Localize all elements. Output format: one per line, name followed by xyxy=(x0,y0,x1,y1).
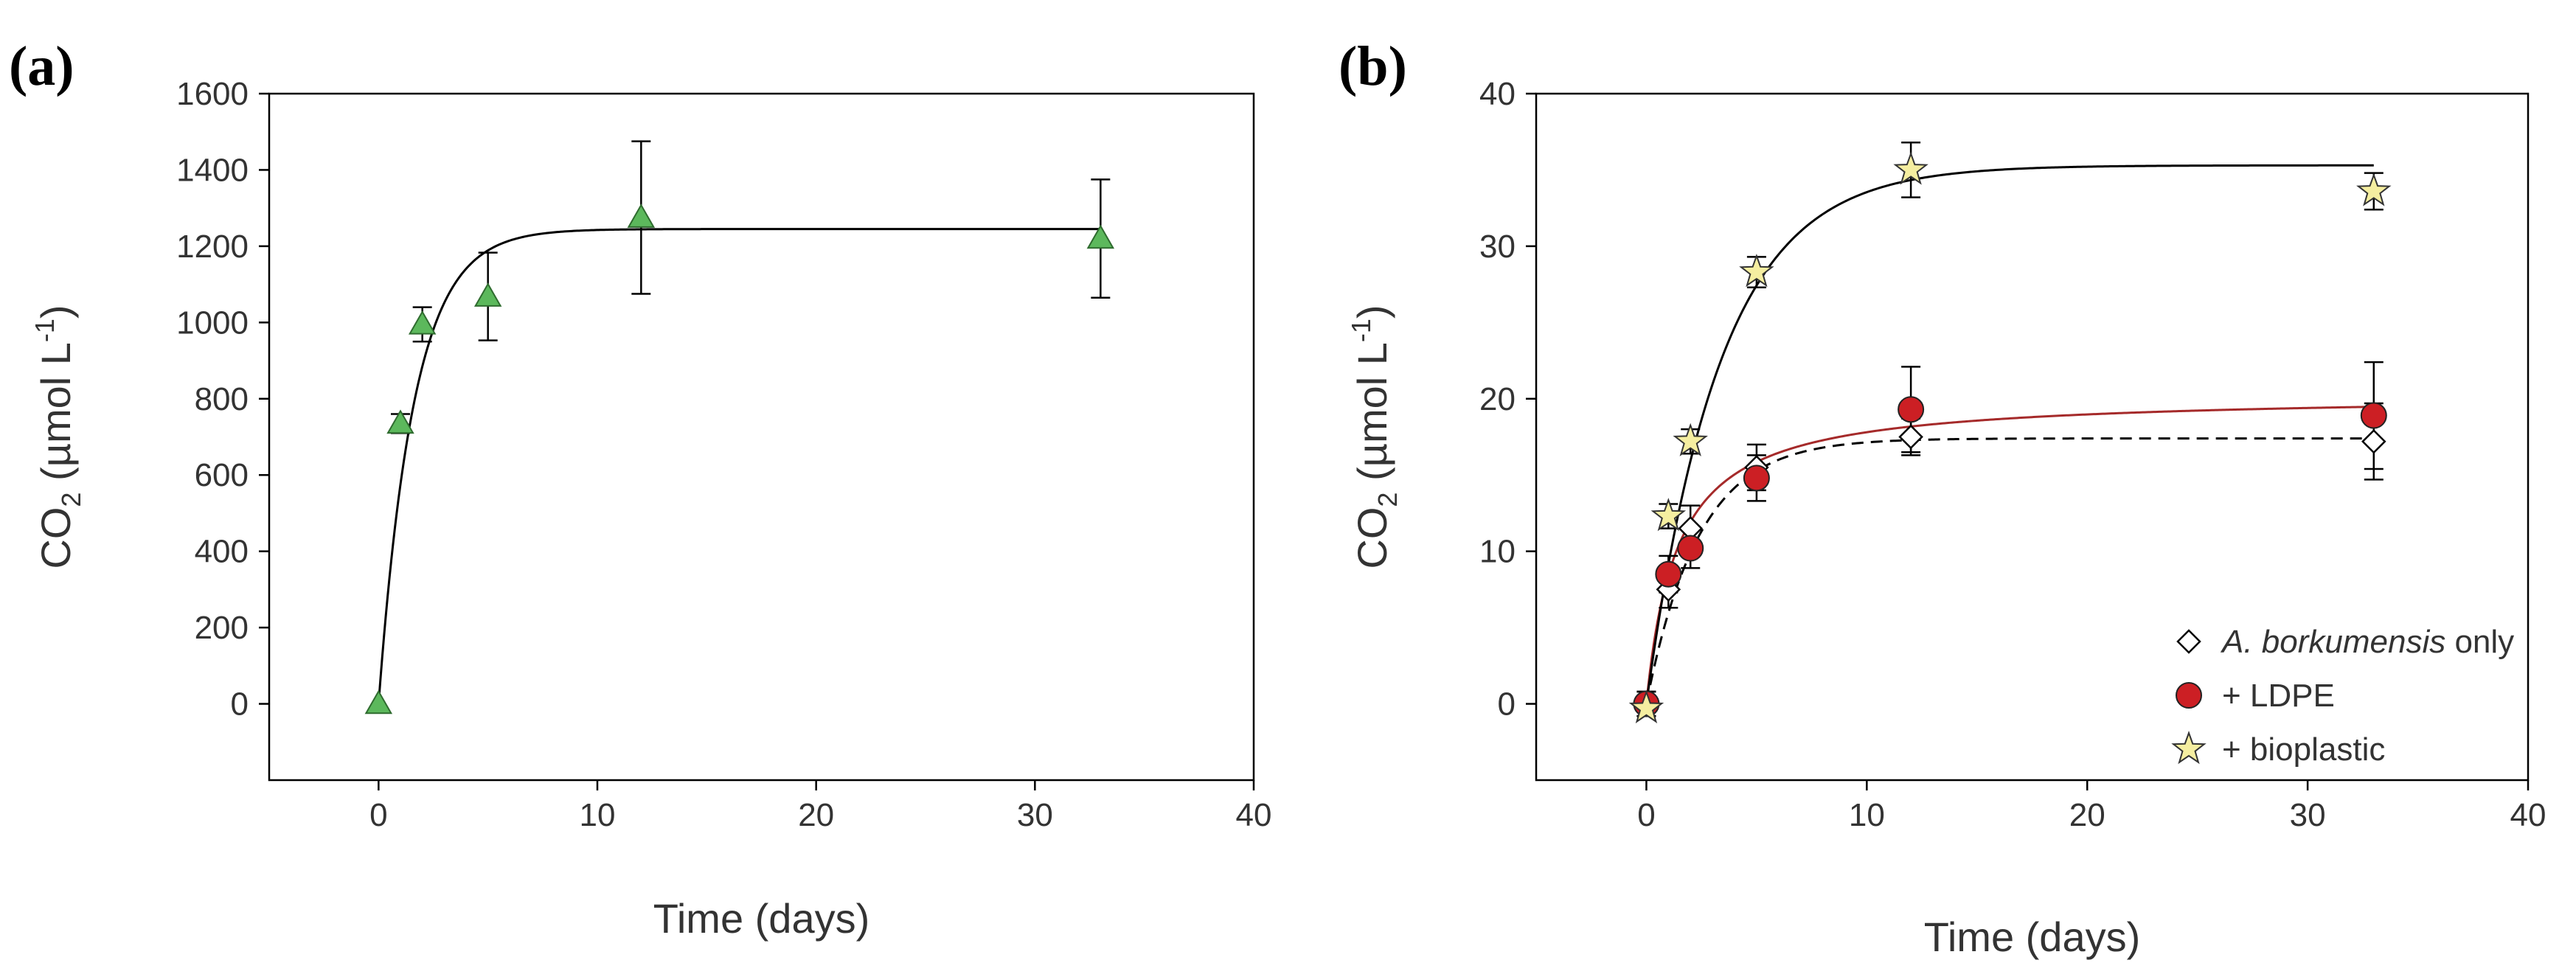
x-tick-label: 10 xyxy=(580,797,616,833)
data-point xyxy=(1650,498,1687,532)
legend-marker xyxy=(2176,629,2201,654)
y-axis-label-unit: (µmol L xyxy=(1349,342,1395,492)
y-tick-label: 600 xyxy=(195,457,249,493)
y-axis-label-superscript: -1 xyxy=(29,319,60,342)
data-point xyxy=(2360,402,2387,429)
y-tick-label: 30 xyxy=(1479,229,1516,265)
fit-curve xyxy=(1645,406,2374,704)
panel-label: (b) xyxy=(1339,35,1407,97)
y-tick-label: 200 xyxy=(195,610,249,646)
y-axis-label-prefix: CO xyxy=(1349,507,1395,569)
y-tick-label: 20 xyxy=(1479,381,1516,417)
x-tick-label: 40 xyxy=(2510,797,2547,833)
plot-frame xyxy=(268,92,1255,782)
legend-label: + LDPE xyxy=(2222,678,2335,714)
data-point xyxy=(2356,173,2392,206)
data-point xyxy=(1893,151,1928,185)
data-point xyxy=(1677,535,1704,562)
y-axis-label-suffix: ) xyxy=(32,305,79,319)
legend-marker xyxy=(2171,731,2207,765)
x-tick-label: 20 xyxy=(798,797,834,833)
plot-frame xyxy=(1535,92,2530,782)
x-tick-label: 40 xyxy=(1236,797,1272,833)
y-axis-label-unit: (µmol L xyxy=(32,342,79,492)
data-point xyxy=(386,409,414,434)
panel-a-chart: (a)0 10 20 30 400200400600800100012001400160… xyxy=(9,35,1271,942)
y-axis-label-subscript: 2 xyxy=(1372,493,1403,507)
y-tick-label: 0 xyxy=(1498,686,1516,723)
x-axis-label: Time (days) xyxy=(653,895,870,942)
x-tick-label: 30 xyxy=(2290,797,2326,833)
y-tick-label: 400 xyxy=(195,534,249,570)
y-tick-label: 40 xyxy=(1479,76,1516,112)
y-tick-label: 1000 xyxy=(176,305,249,341)
data-point xyxy=(408,310,437,335)
y-axis-label: CO2 (µmol L-1) xyxy=(29,305,86,569)
panel-b-chart: (b) 0 10 20 30 40 0 10 20 30 40 Time (days) CO2 (µmo… xyxy=(1339,35,2546,960)
data-point xyxy=(1628,689,1664,723)
y-axis-label-prefix: CO xyxy=(32,507,79,569)
legend-label-italic: A. borkumensis xyxy=(2220,624,2445,660)
data-point xyxy=(1898,424,1923,450)
y-axis-label-subscript: 2 xyxy=(56,493,86,507)
data-point xyxy=(1673,423,1708,456)
x-axis-label: Time (days) xyxy=(1924,914,2141,960)
y-axis-label-suffix: ) xyxy=(1349,305,1395,319)
data-point xyxy=(1739,254,1774,288)
y-tick-label: 1600 xyxy=(176,76,249,112)
x-tick-label: 30 xyxy=(1017,797,1053,833)
y-tick-label: 10 xyxy=(1479,534,1516,570)
data-point xyxy=(1655,560,1682,588)
legend-label-rest: only xyxy=(2445,624,2514,660)
legend-label: A. borkumensis only xyxy=(2220,624,2514,660)
data-point xyxy=(1743,465,1770,492)
data-point xyxy=(364,689,393,715)
y-tick-label: 0 xyxy=(231,686,249,723)
fit-curve xyxy=(377,228,1101,704)
x-tick-label: 0 xyxy=(369,797,387,833)
data-point xyxy=(1898,396,1925,423)
x-tick-label: 20 xyxy=(2069,797,2105,833)
data-point xyxy=(627,204,656,228)
fit-curve xyxy=(1645,437,2374,704)
y-axis-label: CO2 (µmol L-1) xyxy=(1346,305,1403,569)
x-tick-label: 10 xyxy=(1849,797,1885,833)
panel-label: (a) xyxy=(9,35,74,97)
x-tick-label: 0 xyxy=(1637,797,1655,833)
y-tick-label: 1400 xyxy=(176,152,249,188)
data-point xyxy=(473,282,502,307)
legend-label: + bioplastic xyxy=(2222,731,2385,768)
data-point xyxy=(2361,428,2386,454)
data-point xyxy=(1086,224,1115,249)
y-axis-label-superscript: -1 xyxy=(1346,319,1376,342)
y-tick-label: 1200 xyxy=(176,229,249,265)
y-tick-label: 800 xyxy=(195,381,249,417)
legend-marker xyxy=(2176,682,2202,709)
